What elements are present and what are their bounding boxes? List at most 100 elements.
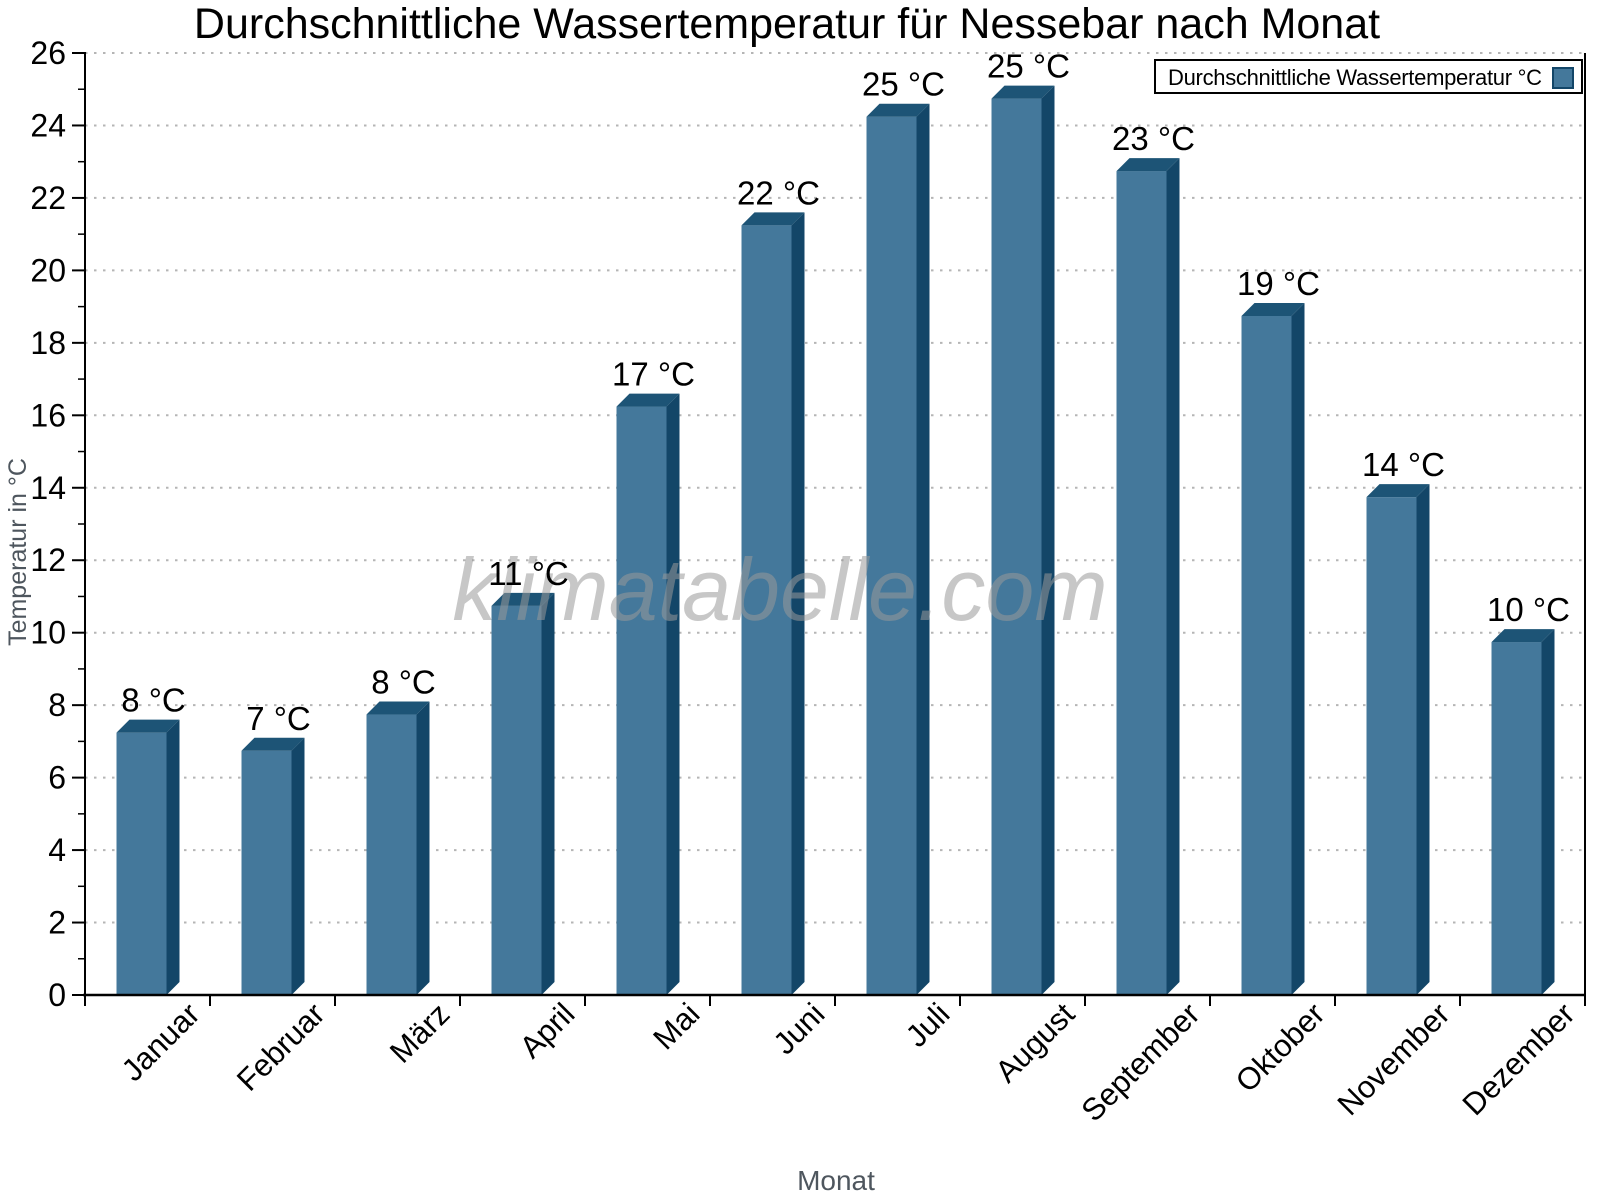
legend-box <box>1154 59 1583 94</box>
bar-top-face <box>491 592 555 606</box>
x-tick-label-Juli: Juli <box>899 996 957 1054</box>
bar-top-face <box>1491 629 1555 643</box>
y-tick-label: 6 <box>48 760 66 796</box>
bar-Februar <box>241 737 305 995</box>
bar-side-face <box>1041 85 1055 996</box>
bar-März <box>366 701 430 995</box>
y-tick-label: 14 <box>30 470 66 506</box>
bar-side-face <box>1541 629 1555 995</box>
bar-front-face <box>741 225 792 995</box>
bar-September <box>1116 158 1180 996</box>
x-tick-label-Februar: Februar <box>230 996 332 1098</box>
y-tick-label: 18 <box>30 325 66 361</box>
bar-top-face <box>991 85 1055 99</box>
y-tick-label: 20 <box>30 252 66 288</box>
bar-side-face <box>791 212 805 995</box>
legend-label: Durchschnittliche Wassertemperatur °C <box>1168 65 1542 90</box>
x-tick-label-Mai: Mai <box>646 996 706 1056</box>
chart-title: Durchschnittliche Wassertemperatur für N… <box>194 0 1380 48</box>
x-tick-label-November: November <box>1331 996 1457 1122</box>
x-tick-label-Januar: Januar <box>115 996 207 1088</box>
x-tick-label-August: August <box>988 996 1081 1089</box>
y-tick-label: 4 <box>48 832 66 868</box>
bar-value-label: 7 °C <box>246 700 311 737</box>
bar-top-face <box>616 393 680 407</box>
value-labels: 8 °C 7 °C 8 °C 11 °C 17 °C 22 °C 25 °C 25 °C 23 … <box>121 48 1570 737</box>
bar-top-face <box>741 212 805 226</box>
bar-Januar <box>116 719 180 995</box>
watermark: klimatabelle.com <box>452 540 1107 639</box>
bar-top-face <box>366 701 430 715</box>
y-tick-label: 8 <box>48 687 66 723</box>
bar-front-face <box>491 605 542 995</box>
bar-side-face <box>916 103 930 995</box>
bar-value-label: 23 °C <box>1112 120 1195 157</box>
x-tick-label-Juni: Juni <box>766 996 831 1061</box>
y-tick-label: 0 <box>48 977 66 1013</box>
bar-value-label: 25 °C <box>862 66 945 103</box>
x-tick-label-März: März <box>383 996 456 1069</box>
y-tick-label: 22 <box>30 180 66 216</box>
bar-side-face <box>541 592 555 995</box>
legend: Durchschnittliche Wassertemperatur °C <box>1154 59 1583 94</box>
bar-Juli <box>866 103 930 995</box>
y-tick-label: 16 <box>30 397 66 433</box>
gridlines <box>85 52 1585 924</box>
bar-front-face <box>866 116 917 995</box>
y-tick-label: 26 <box>30 35 66 71</box>
bar-side-face <box>1291 302 1305 995</box>
bar-front-face <box>1241 315 1292 995</box>
bar-side-face <box>666 393 680 996</box>
y-axis-label: Temperatur in °C <box>4 458 32 646</box>
bar-Juni <box>741 212 805 995</box>
x-axis-label: Monat <box>797 1165 875 1196</box>
bar-front-face <box>991 98 1042 996</box>
bar-value-label: 8 °C <box>121 682 186 719</box>
bar-top-face <box>116 719 180 733</box>
bar-side-face <box>166 719 180 995</box>
bar-front-face <box>1491 642 1542 995</box>
bar-top-face <box>241 737 305 751</box>
bar-Mai <box>616 393 680 996</box>
bar-front-face <box>366 714 417 995</box>
bars <box>116 85 1555 996</box>
x-tick-label-Dezember: Dezember <box>1456 996 1582 1122</box>
bar-front-face <box>1366 497 1417 995</box>
bar-April <box>491 592 555 995</box>
bar-value-label: 11 °C <box>488 555 568 592</box>
y-tick-label: 2 <box>48 905 66 941</box>
x-tick-label-September: September <box>1074 996 1206 1128</box>
bar-side-face <box>1166 158 1180 996</box>
bar-front-face <box>1116 171 1167 996</box>
y-tick-label: 12 <box>30 542 66 578</box>
bar-November <box>1366 484 1430 995</box>
bar-front-face <box>616 406 667 996</box>
bar-value-label: 17 °C <box>612 356 695 393</box>
bar-value-label: 25 °C <box>987 48 1070 85</box>
x-tick-label-Oktober: Oktober <box>1229 996 1332 1099</box>
bar-top-face <box>866 103 930 117</box>
bar-top-face <box>1116 158 1180 172</box>
y-tick-label: 24 <box>30 107 66 143</box>
bar-top-face <box>1241 302 1305 316</box>
bar-value-label: 10 °C <box>1487 591 1570 628</box>
bar-side-face <box>416 701 430 995</box>
bar-top-face <box>1366 484 1430 498</box>
bar-front-face <box>116 732 167 995</box>
bar-value-label: 14 °C <box>1362 446 1445 483</box>
axes <box>72 52 1586 1006</box>
y-tick-label: 10 <box>30 615 66 651</box>
bar-Dezember <box>1491 629 1555 995</box>
bar-value-label: 8 °C <box>371 664 436 701</box>
bar-side-face <box>291 737 305 995</box>
bar-Oktober <box>1241 302 1305 995</box>
bar-August <box>991 85 1055 996</box>
bar-value-label: 19 °C <box>1237 265 1320 302</box>
x-tick-label-April: April <box>513 996 582 1065</box>
bar-side-face <box>1416 484 1430 995</box>
bar-front-face <box>241 750 292 995</box>
bar-value-label: 22 °C <box>737 174 820 211</box>
legend-swatch <box>1552 67 1574 89</box>
